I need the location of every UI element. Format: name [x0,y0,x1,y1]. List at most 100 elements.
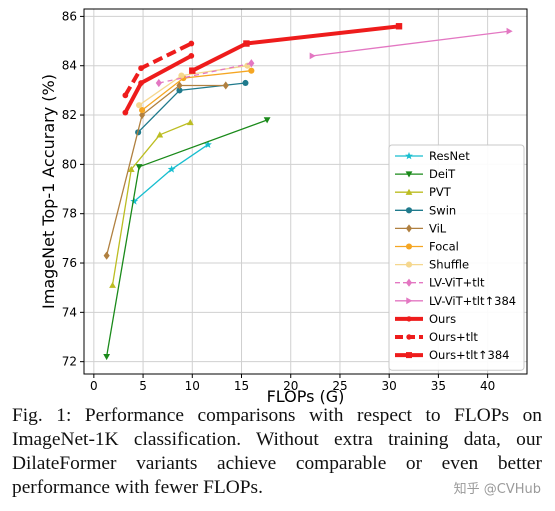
legend-marker [405,151,413,160]
legend-entry: Shuffle [395,258,469,272]
legend-entry: Swin [395,203,456,217]
data-point [130,197,139,205]
series-5 [139,67,255,114]
legend-box [388,144,525,371]
x-tick-label: 40 [480,379,495,393]
series-7 [155,59,255,88]
data-point [109,281,116,288]
y-tick-label: 80 [62,157,77,171]
series-group [103,23,513,361]
data-point [138,65,144,72]
data-point [188,40,195,47]
data-point [176,81,183,90]
data-point [139,110,146,120]
legend: ResNet DeiT PVT Swin ViL Focal Shuffle LV-ViT+t… [388,144,525,371]
legend-label: PVT [429,185,452,199]
x-tick-label: 10 [185,379,200,393]
x-tick-label: 30 [382,379,397,393]
data-point [222,81,229,90]
data-point [167,165,176,173]
legend-marker [405,188,413,195]
series-line [105,119,268,357]
legend-entry: Ours+tlt↑384 [395,348,510,362]
series-line [158,62,252,84]
data-point [103,251,110,260]
legend-entry: Ours [395,312,456,326]
series-2 [109,119,194,288]
legend-entry: DeiT [395,167,456,181]
legend-marker [405,261,413,268]
data-point [186,119,194,126]
legend-entry: ResNet [395,149,470,163]
data-point [204,140,212,148]
data-point [103,354,111,361]
legend-label: Swin [429,203,456,217]
x-tick-label: 0 [90,379,98,393]
legend-label: ResNet [429,149,470,163]
series-9 [122,52,195,116]
data-point [135,164,143,171]
data-point [176,87,183,94]
series-line [105,84,226,256]
legend-marker [406,297,413,305]
legend-marker [406,316,412,322]
y-axis-label: ImageNet Top-1 Accurary (%) [39,74,58,309]
plot-frame [83,8,528,375]
series-line [312,30,510,57]
series-line [123,41,193,97]
y-tick-label: 74 [62,305,77,319]
legend-marker [405,207,413,214]
data-point [122,109,129,116]
legend-marker [405,243,413,250]
y-tick-label: 86 [62,9,77,23]
data-point [138,80,144,86]
series-10 [122,40,195,99]
x-tick-label: 20 [283,379,298,393]
axis-ticks: 0 5 10 15 20 25 30 35 40 72 74 76 78 80 82 84 86 [62,9,496,393]
legend-entry: Ours+tlt [395,330,478,344]
x-axis-label: FLOPs (G) [267,387,345,405]
x-tick-label: 5 [139,379,147,393]
data-point [139,107,146,114]
legend-entry: ViL [395,221,447,235]
legend-label: Ours+tlt [429,330,478,344]
legend-entry: LV-ViT+tlt↑384 [395,294,516,308]
data-point [127,165,135,173]
figure-caption: Fig. 1: Performance comparisons with res… [12,405,542,498]
legend-label: ViL [429,221,447,235]
legend-label: DeiT [429,167,456,181]
legend-marker [405,171,413,178]
data-point [395,23,403,30]
series-4 [103,81,229,260]
legend-label: Ours [429,312,456,326]
legend-marker [405,224,413,233]
legend-marker [405,278,413,287]
legend-label: LV-ViT+tlt [429,276,485,290]
y-tick-label: 76 [62,256,77,270]
x-tick-label: 35 [431,379,446,393]
data-point [136,102,143,109]
series-line [111,121,191,286]
series-line [141,70,252,111]
data-point [309,52,316,60]
legend-marker [406,334,412,340]
data-point [178,72,185,79]
data-point [506,27,513,35]
data-point [248,67,255,74]
y-tick-label: 82 [62,108,77,122]
series-11 [189,23,403,74]
legend-label: Focal [429,240,459,254]
legend-label: Shuffle [429,258,469,272]
y-tick-label: 78 [62,207,77,221]
data-point [189,67,196,74]
legend-label: Ours+tlt↑384 [429,348,510,362]
data-point [243,40,250,47]
series-0 [130,140,212,205]
legend-entry: LV-ViT+tlt [395,276,485,290]
data-point [242,79,249,87]
watermark: 知乎 @CVHub [453,482,541,497]
data-point [122,92,129,99]
y-tick-label: 84 [62,59,77,73]
legend-marker [406,352,412,359]
legend-entry: PVT [395,185,452,199]
